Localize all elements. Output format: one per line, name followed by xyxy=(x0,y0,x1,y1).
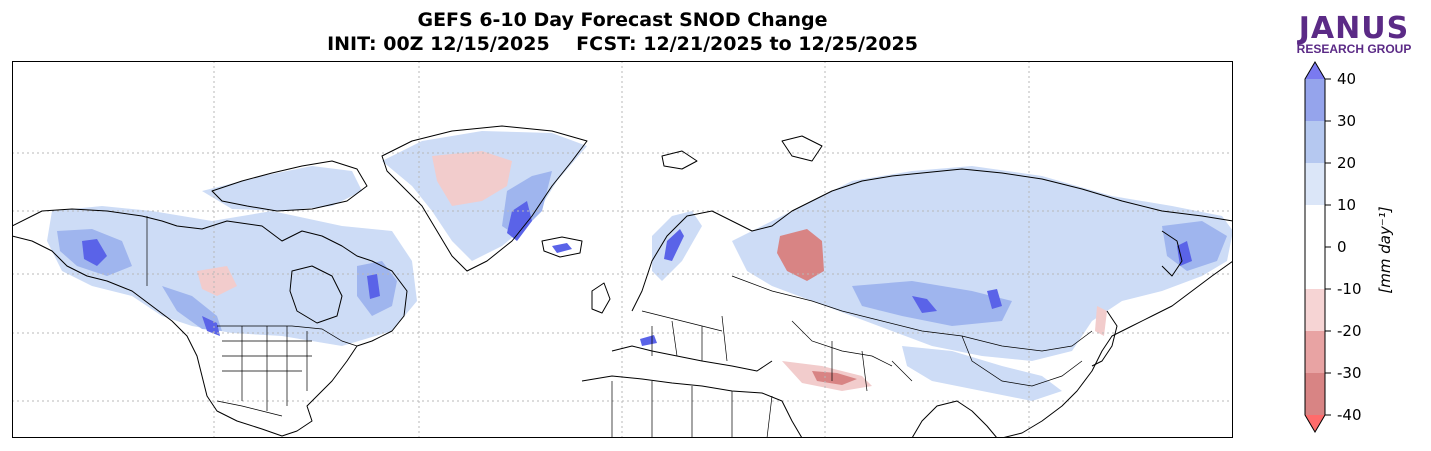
arctic-islands-increase xyxy=(202,166,362,211)
us-mexico-border xyxy=(216,400,283,417)
quebec-peak xyxy=(367,274,380,299)
svalbard xyxy=(661,150,698,170)
africa-north xyxy=(581,375,803,438)
kamchatka-increase xyxy=(1162,221,1227,271)
hudson-bay xyxy=(289,265,343,324)
mediterranean xyxy=(611,345,773,372)
novaya-zemlya xyxy=(781,135,823,162)
arctic-archipelago xyxy=(211,160,368,212)
british-isles xyxy=(591,282,611,314)
iceland-coast xyxy=(541,236,583,258)
colorbar-segment xyxy=(1305,79,1325,121)
china-border xyxy=(961,335,1083,387)
kamchatka-coast xyxy=(1161,230,1183,277)
political-borders xyxy=(146,216,1093,438)
colorbar-tick-label: 0 xyxy=(1337,238,1347,256)
eurasia-coast xyxy=(631,168,1233,312)
colorbar-tick-label: 30 xyxy=(1337,112,1357,130)
colorbar-segment xyxy=(1305,373,1325,415)
colorbar-tick-label: -40 xyxy=(1337,406,1362,424)
colorbar-segment xyxy=(1305,121,1325,163)
logo-subtitle: RESEARCH GROUP xyxy=(1296,42,1412,56)
us-states-grid xyxy=(222,326,312,411)
colorbar-tick-marks xyxy=(1325,78,1331,416)
colorbar-tick-label: -30 xyxy=(1337,364,1362,382)
rockies-peak xyxy=(202,316,220,336)
us-canada-border xyxy=(217,325,358,347)
central-asia-borders xyxy=(791,320,913,392)
russia-decrease xyxy=(777,229,824,281)
alaska-peak xyxy=(82,239,107,266)
colorbar-segment xyxy=(1305,331,1325,373)
colorbar xyxy=(1304,61,1331,433)
colorbar-segment xyxy=(1305,289,1325,331)
japan-coast xyxy=(1091,310,1118,367)
alps-peak xyxy=(640,335,657,346)
colorbar-extension-max xyxy=(1305,62,1325,79)
north-america-coast xyxy=(12,208,408,437)
iran-decrease xyxy=(812,371,857,385)
eurasia-increase xyxy=(732,166,1233,361)
siberia-increase xyxy=(852,281,1012,326)
tibet-increase xyxy=(902,346,1062,401)
japan-decrease xyxy=(1095,306,1107,336)
coastlines xyxy=(12,125,1233,438)
altai-peak xyxy=(912,296,937,313)
snow-decrease-strong xyxy=(777,229,857,385)
sayan-peak xyxy=(987,289,1002,309)
gridlines xyxy=(12,61,1233,438)
chart-title: GEFS 6-10 Day Forecast SNOD Change xyxy=(417,9,828,31)
iceland-peak xyxy=(552,243,572,253)
eurasia-south xyxy=(1001,260,1233,438)
greenland-interior-decrease xyxy=(432,151,512,206)
norway-peak xyxy=(664,229,684,261)
snow-decrease-areas xyxy=(197,151,1107,391)
india-coast xyxy=(911,400,998,438)
colorbar-segments xyxy=(1305,62,1325,432)
europe-borders xyxy=(641,310,728,362)
colorbar-tick-label: 40 xyxy=(1337,70,1357,88)
logo-wordmark: JANUS xyxy=(1298,11,1410,46)
africa-borders xyxy=(611,381,773,438)
colorbar-unit-label: [mm day⁻¹] xyxy=(1376,206,1394,294)
map-frame xyxy=(12,61,1233,438)
kamchatka-peak xyxy=(1177,241,1192,266)
colorbar-tick-label: 10 xyxy=(1337,196,1357,214)
janus-logo: JANUS RESEARCH GROUP xyxy=(1284,11,1424,56)
colorbar-extension-min xyxy=(1305,415,1325,432)
colorbar-segment xyxy=(1305,163,1325,205)
colorbar-tick-label: -10 xyxy=(1337,280,1362,298)
colorbar-tick-label: 20 xyxy=(1337,154,1357,172)
russia-border xyxy=(731,275,1093,352)
forecast-map xyxy=(12,61,1233,438)
greenland-coast xyxy=(381,125,588,272)
colorbar-segment xyxy=(1305,247,1325,289)
chart-subtitle: INIT: 00Z 12/15/2025 FCST: 12/21/2025 to… xyxy=(327,33,918,55)
colorbar-tick-label: -20 xyxy=(1337,322,1362,340)
colorbar-segment xyxy=(1305,205,1325,247)
